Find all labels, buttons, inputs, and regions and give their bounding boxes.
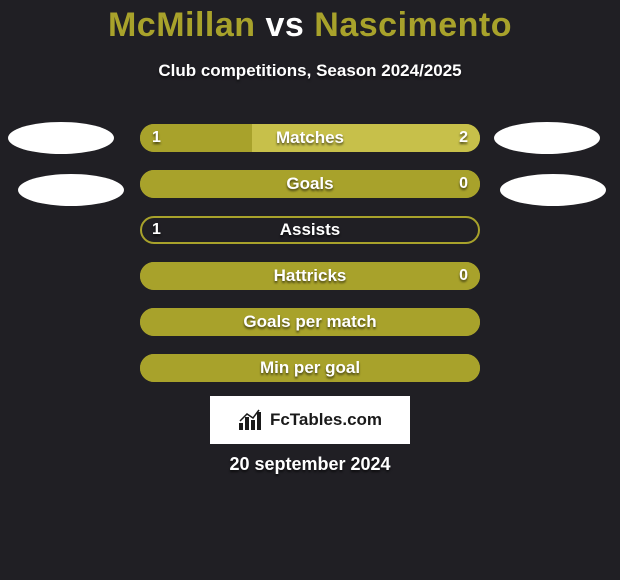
vs-text: vs: [266, 6, 305, 44]
player2-name: Nascimento: [314, 6, 512, 44]
stat-value-left: 1: [152, 216, 161, 244]
player1-avatar-bottom: [18, 174, 124, 206]
stat-value-right: 2: [459, 124, 468, 152]
stat-label: Assists: [140, 216, 480, 244]
stat-row: Goals per match: [140, 308, 480, 336]
stat-row: Hattricks0: [140, 262, 480, 290]
player2-avatar-bottom: [500, 174, 606, 206]
stats-container: Matches12Goals0Assists1Hattricks0Goals p…: [140, 124, 480, 400]
datestamp: 20 september 2024: [0, 454, 620, 475]
stat-value-right: 0: [459, 262, 468, 290]
watermark-text: FcTables.com: [270, 410, 382, 430]
player1-name: McMillan: [108, 6, 256, 44]
stat-row: Matches1 2: [140, 124, 480, 152]
comparison-title: McMillan vs Nascimento: [0, 0, 620, 45]
stat-row: Assists1: [140, 216, 480, 244]
player1-avatar-top: [8, 122, 114, 154]
player2-avatar-top: [494, 122, 600, 154]
bars-icon: [238, 409, 264, 431]
stat-label: Hattricks: [140, 262, 480, 290]
stat-label: Goals per match: [140, 308, 480, 336]
stat-label: Min per goal: [140, 354, 480, 382]
stat-value-right: 0: [459, 170, 468, 198]
stat-value-left: 1: [152, 124, 161, 152]
stat-label: Matches: [140, 124, 480, 152]
stat-row: Min per goal: [140, 354, 480, 382]
fctables-watermark: FcTables.com: [210, 396, 410, 444]
stat-label: Goals: [140, 170, 480, 198]
stat-row: Goals0: [140, 170, 480, 198]
comparison-subtitle: Club competitions, Season 2024/2025: [0, 61, 620, 81]
